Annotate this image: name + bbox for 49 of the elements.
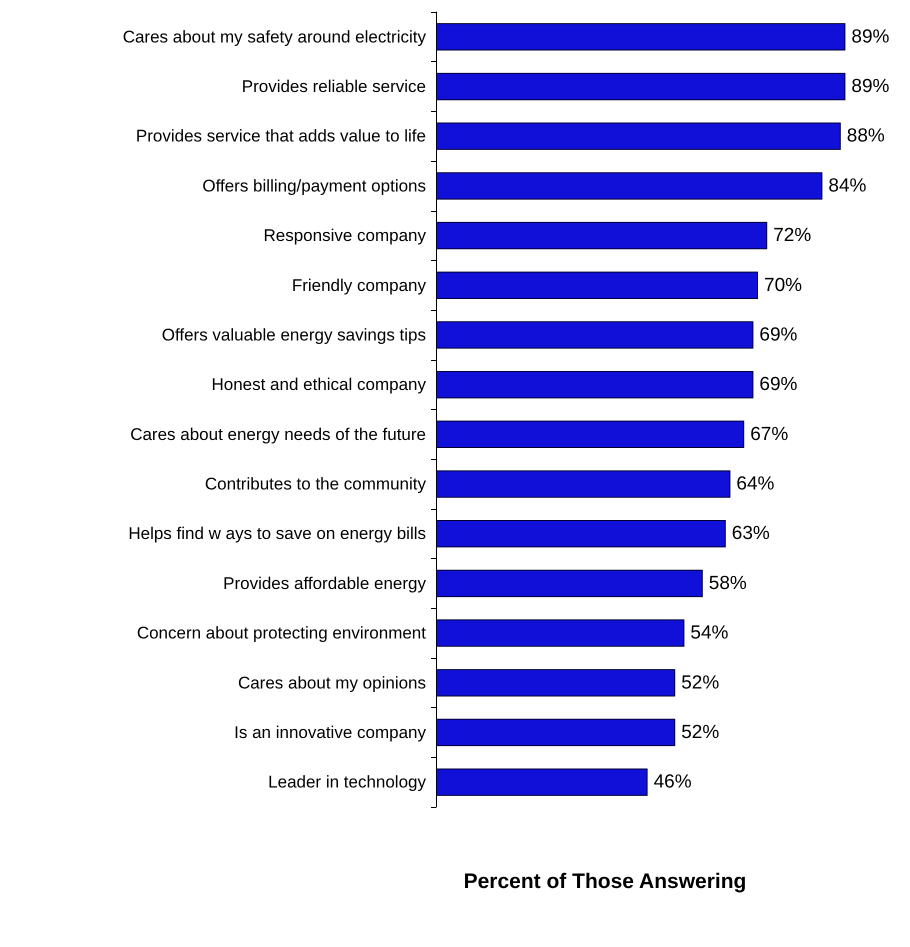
data-label: 52% [681,722,720,743]
y-tick-label: Offers valuable energy savings tips [162,325,426,344]
y-tick-label: Cares about my safety around electricity [122,27,426,46]
data-label: 89% [851,76,890,98]
data-label: 88% [846,126,885,147]
y-tick-label: Responsive company [263,226,426,246]
y-tick-label: Offers billing/payment options [202,176,426,196]
y-tick-label: Honest and ethical company [211,375,426,394]
data-label: 84% [828,175,867,196]
y-tick-label: Provides service that adds value to life [136,126,426,146]
data-label: 69% [759,374,798,396]
bar [436,718,676,746]
bar [436,420,744,448]
data-label: 69% [759,324,798,346]
bar [436,23,846,51]
y-tick-label: Is an innovative company [234,722,426,742]
data-label: 54% [690,622,729,644]
y-tick-label: Concern about protecting environment [136,624,426,643]
x-axis-title: Percent of Those Answering [464,870,746,893]
bar [436,520,726,548]
data-label: 67% [750,424,788,445]
data-label: 64% [736,474,775,495]
bar [436,222,768,250]
bar [436,370,754,398]
bar [436,172,822,200]
y-tick-label: Cares about energy needs of the future [130,424,426,444]
data-label: 58% [708,572,747,594]
y-tick-label: Friendly company [292,276,426,295]
bar [436,570,703,598]
data-label: 46% [654,772,692,793]
y-tick-label: Contributes to the community [204,474,426,494]
data-label: 52% [681,672,720,694]
y-tick-label: Cares about my opinions [238,673,426,692]
data-label: 70% [764,274,802,296]
y-tick-label: Helps find w ays to save on energy bills [128,524,426,544]
bar [436,272,758,299]
bar [436,768,648,796]
bar [436,470,730,498]
data-label: 63% [732,523,770,544]
bar [436,122,841,150]
y-tick-label: Provides affordable energy [223,574,426,593]
y-tick-label: Provides reliable service [242,77,426,96]
bar [436,72,846,100]
bar [436,669,676,696]
bar [436,321,754,349]
data-label: 72% [773,225,812,246]
y-tick-label: Leader in technology [268,772,426,792]
bar [436,619,684,647]
data-label: 89% [851,26,890,48]
